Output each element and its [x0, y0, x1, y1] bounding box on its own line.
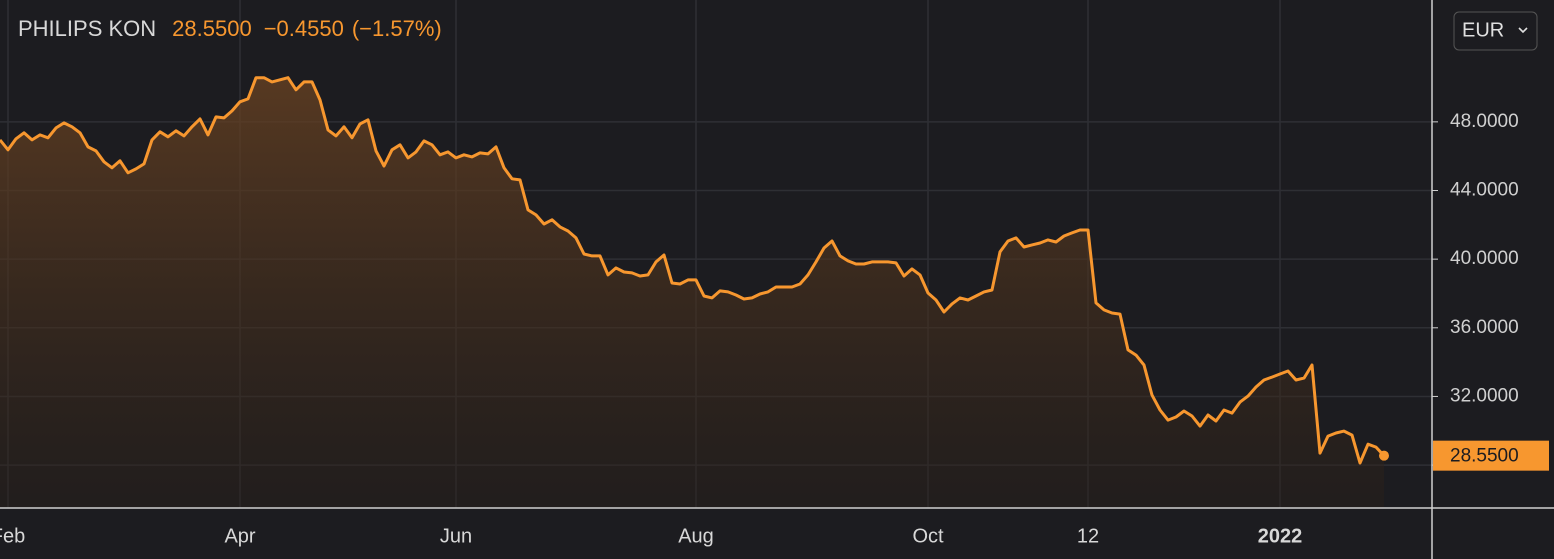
- instrument-name: PHILIPS KON: [18, 16, 156, 41]
- price: 28.5500: [172, 16, 252, 41]
- x-tick-label: Oct: [912, 525, 944, 547]
- last-point: [1379, 450, 1389, 461]
- y-tick-label: 44.0000: [1450, 180, 1519, 201]
- change-percent: (−1.57%): [352, 16, 442, 41]
- y-tick-label: 40.0000: [1450, 248, 1519, 269]
- price-line: [0, 76, 1386, 465]
- y-tick-label: 32.0000: [1450, 385, 1519, 406]
- y-tick-label: 36.0000: [1450, 317, 1519, 338]
- plot: [0, 76, 1389, 508]
- currency-button[interactable]: [1453, 11, 1538, 51]
- price-tag: [1433, 440, 1549, 471]
- x-tick-label: Aug: [678, 525, 714, 547]
- x-tick-label: Feb: [0, 525, 25, 547]
- currency-label[interactable]: EUR: [1462, 19, 1504, 41]
- x-tick-label: 12: [1077, 525, 1099, 547]
- x-tick-label: Apr: [224, 525, 255, 547]
- x-tick-label: 2022: [1258, 525, 1303, 547]
- price-tag-label: 28.5500: [1450, 446, 1519, 467]
- x-tick-label: Jun: [440, 525, 472, 547]
- dropdown-icon[interactable]: [1518, 27, 1528, 34]
- area: [0, 77, 1384, 508]
- axes: 28.000032.000036.000040.000044.000048.00…: [0, 111, 1549, 547]
- y-tick-label: 48.0000: [1450, 111, 1519, 132]
- change: −0.4550: [264, 16, 344, 41]
